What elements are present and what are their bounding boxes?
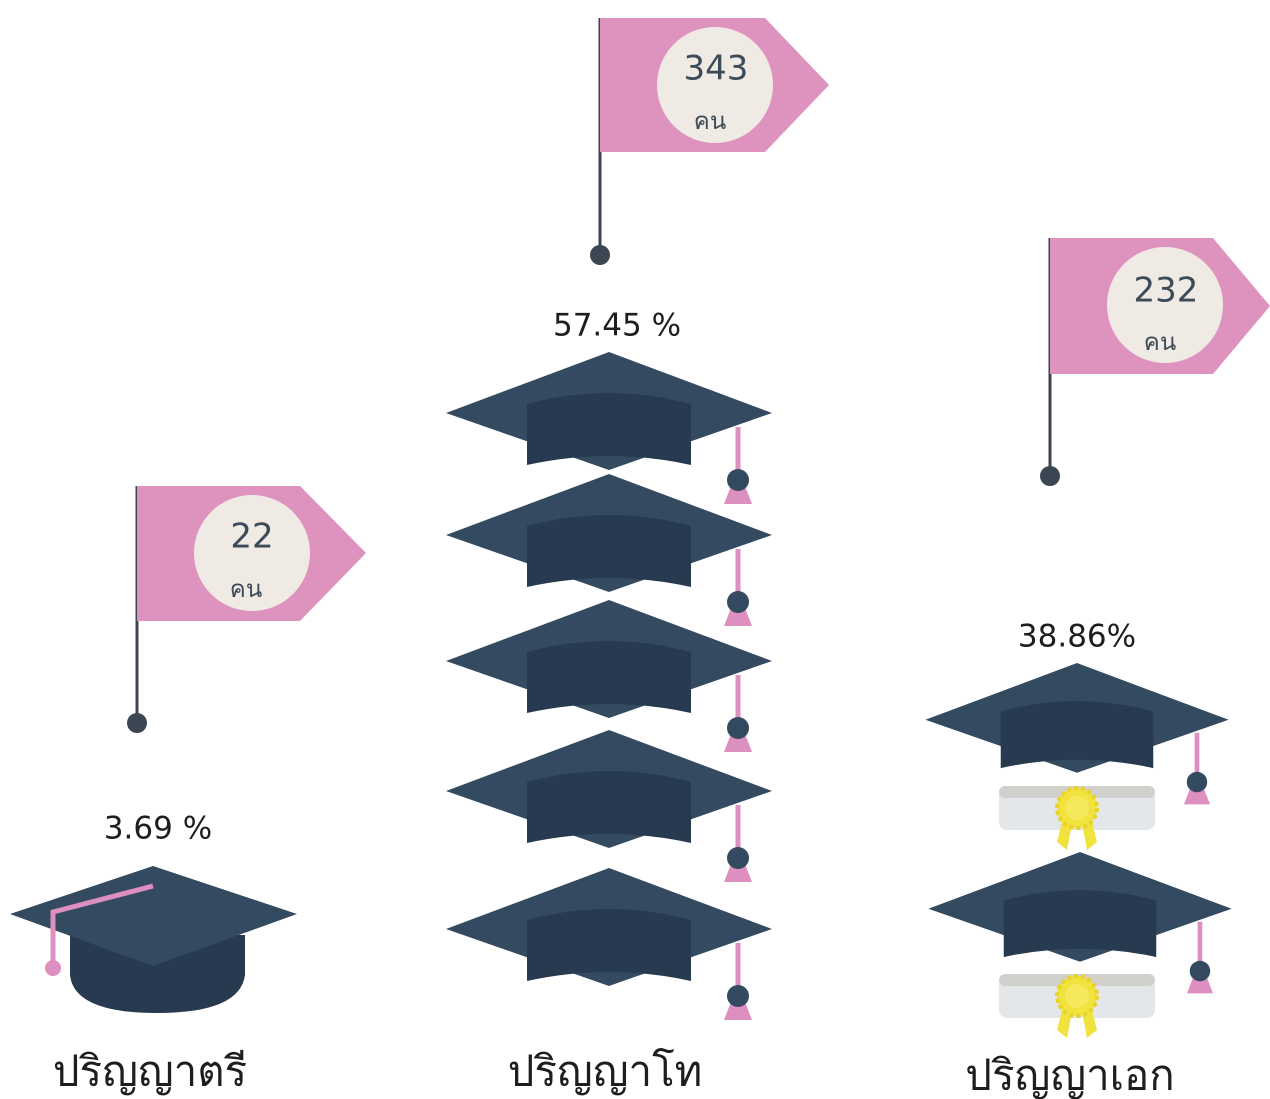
degree-label: ปริญญาตรี [53, 1047, 247, 1096]
cap-icon [446, 600, 772, 752]
degree-label: ปริญญาโท [508, 1047, 703, 1096]
percent: 57.45 % [553, 308, 681, 344]
unit: คน [1144, 328, 1176, 356]
diploma-icon [999, 974, 1155, 1038]
cap-icon [925, 663, 1228, 804]
flag: 232 คน [1040, 238, 1270, 486]
cap-icon [446, 868, 772, 1020]
cap-icon [10, 866, 297, 1013]
percent: 3.69 % [104, 811, 212, 847]
percent: 38.86% [1018, 619, 1136, 655]
infographic: 22 คน 3.69 % ปริญญาตรี 343 คน 57.45 % ปร… [0, 0, 1270, 1099]
count: 343 [684, 49, 749, 89]
flag: 343 คน [590, 18, 829, 265]
cap-icon [928, 852, 1231, 993]
diploma-icon [999, 786, 1155, 850]
count: 22 [230, 517, 273, 557]
unit: คน [230, 575, 262, 603]
degree-label: ปริญญาเอก [965, 1051, 1174, 1099]
page: {"groups": [ {"label": "ปริญญาตรี", "cou… [0, 0, 1270, 1099]
flag: 22 คน [127, 486, 366, 733]
count: 232 [1134, 271, 1199, 311]
unit: คน [694, 107, 726, 135]
cap-icon [446, 730, 772, 882]
